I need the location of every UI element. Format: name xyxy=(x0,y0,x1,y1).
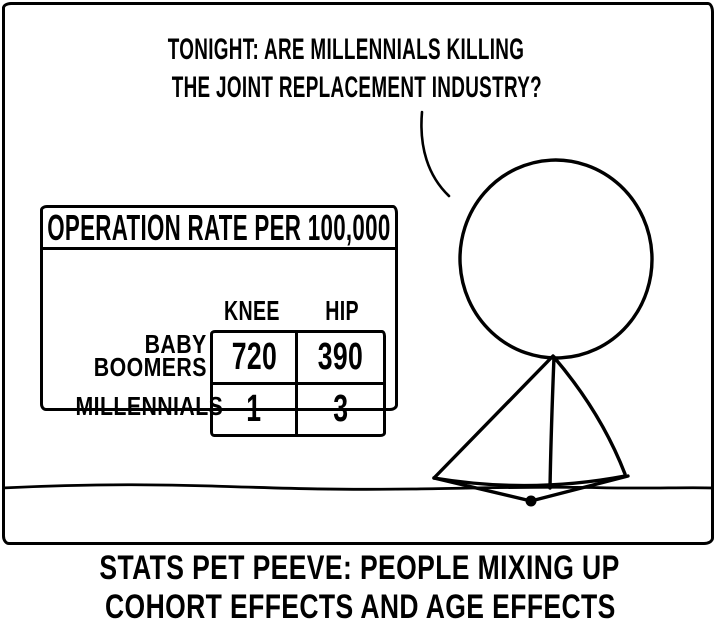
stick-figure-head xyxy=(458,158,654,360)
foot-dot xyxy=(525,495,537,507)
row-label-millennials: MILLENNIALS xyxy=(75,391,224,421)
speech-text: TONIGHT: ARE MILLENNIALS KILLING THE JOI… xyxy=(63,31,543,107)
stick-figure-body xyxy=(432,354,627,490)
comic-panel: TONIGHT: ARE MILLENNIALS KILLING THE JOI… xyxy=(2,2,714,545)
cell-boomers-knee: 720 xyxy=(213,333,298,385)
comic-drawing xyxy=(2,110,714,507)
caption: STATS PET PEEVE: PEOPLE MIXING UP COHORT… xyxy=(0,549,720,627)
stick-figure-lap-line xyxy=(432,474,627,488)
stats-table-sign: OPERATION RATE PER 100,000 KNEE HIP BABY… xyxy=(40,205,398,437)
caption-line-1: STATS PET PEEVE: PEOPLE MIXING UP xyxy=(99,549,621,587)
speech-line-2: THE JOINT REPLACEMENT INDUSTRY? xyxy=(63,69,543,107)
cell-millennials-knee: 1 xyxy=(213,385,298,434)
speech-line-1-text: TONIGHT: ARE MILLENNIALS KILLING xyxy=(167,33,525,66)
column-header-knee: KNEE xyxy=(224,295,280,326)
speech-pointer-line xyxy=(420,110,451,198)
caption-line-2: COHORT EFFECTS AND AGE EFFECTS xyxy=(104,588,616,626)
cell-boomers-hip: 390 xyxy=(298,333,383,385)
ground-line xyxy=(2,483,714,491)
speech-line-2-text: THE JOINT REPLACEMENT INDUSTRY? xyxy=(171,71,543,104)
row-label-baby-boomers: BABY BOOMERS xyxy=(93,329,207,382)
data-grid: 720 390 1 3 xyxy=(210,330,386,437)
table-title: OPERATION RATE PER 100,000 xyxy=(43,206,395,250)
column-header-hip: HIP xyxy=(325,295,359,326)
cell-millennials-hip: 3 xyxy=(332,388,349,430)
speech-line-1: TONIGHT: ARE MILLENNIALS KILLING xyxy=(63,31,543,69)
table-title-text: OPERATION RATE PER 100,000 xyxy=(47,206,391,248)
stick-figure xyxy=(432,158,654,507)
table-body: KNEE HIP BABY BOOMERS MILLENNIALS 720 39… xyxy=(43,250,395,437)
